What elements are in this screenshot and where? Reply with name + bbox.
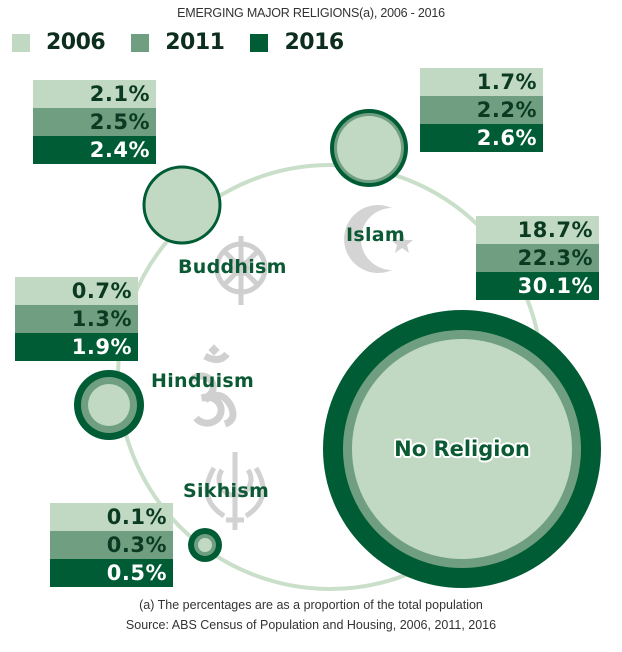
no-religion-2011-value: 22.3% <box>476 244 599 272</box>
sikhism-bubble <box>188 528 222 562</box>
islam-bubble <box>330 109 408 187</box>
legend-item-2011: 2011 <box>131 30 225 55</box>
legend-label-2006: 2006 <box>46 30 106 55</box>
legend: 2006 2011 2016 <box>12 30 370 55</box>
dharma-wheel-icon <box>214 236 268 305</box>
sikhism-2006-value: 0.1% <box>50 503 173 531</box>
hinduism-label: Hinduism <box>151 370 255 392</box>
buddhism-values: 2.1% 2.5% 2.4% <box>33 80 156 164</box>
no-religion-label: No Religion <box>394 437 530 461</box>
sikhism-2011-value: 0.3% <box>50 531 173 559</box>
buddhism-2006-value: 2.1% <box>33 80 156 108</box>
buddhism-bubble <box>142 165 222 245</box>
buddhism-2011-value: 2.5% <box>33 108 156 136</box>
no-religion-bubble <box>323 310 601 588</box>
hinduism-bubble <box>74 370 144 440</box>
hinduism-2006-value: 0.7% <box>15 277 138 305</box>
footnote: (a) The percentages are as a proportion … <box>139 598 483 612</box>
legend-swatch-2016 <box>250 33 269 52</box>
legend-label-2011: 2011 <box>165 30 225 55</box>
no-religion-2016-value: 30.1% <box>476 272 599 300</box>
hinduism-values: 0.7% 1.3% 1.9% <box>15 277 138 361</box>
hinduism-2011-value: 1.3% <box>15 305 138 333</box>
om-icon <box>189 344 237 428</box>
islam-label: Islam <box>346 224 406 246</box>
islam-values: 1.7% 2.2% 2.6% <box>420 68 543 152</box>
crescent-star-icon <box>344 205 413 273</box>
buddhism-2016-value: 2.4% <box>33 136 156 164</box>
legend-item-2006: 2006 <box>12 30 106 55</box>
buddhism-label: Buddhism <box>178 256 287 278</box>
legend-swatch-2006 <box>12 33 30 52</box>
legend-label-2016: 2016 <box>284 30 344 55</box>
no-religion-2006-value: 18.7% <box>476 216 599 244</box>
islam-2016-value: 2.6% <box>420 124 543 152</box>
legend-swatch-2011 <box>131 33 150 52</box>
hinduism-2016-value: 1.9% <box>15 333 138 361</box>
legend-item-2016: 2016 <box>250 30 344 55</box>
chart-title: EMERGING MAJOR RELIGIONS(a), 2006 - 2016 <box>177 6 445 20</box>
khanda-icon <box>204 452 266 530</box>
islam-2011-value: 2.2% <box>420 96 543 124</box>
sikhism-label: Sikhism <box>183 480 270 502</box>
sikhism-2016-value: 0.5% <box>50 559 173 587</box>
islam-2006-value: 1.7% <box>420 68 543 96</box>
no-religion-values: 18.7% 22.3% 30.1% <box>476 216 599 300</box>
source-note: Source: ABS Census of Population and Hou… <box>125 618 497 632</box>
sikhism-values: 0.1% 0.3% 0.5% <box>50 503 173 587</box>
